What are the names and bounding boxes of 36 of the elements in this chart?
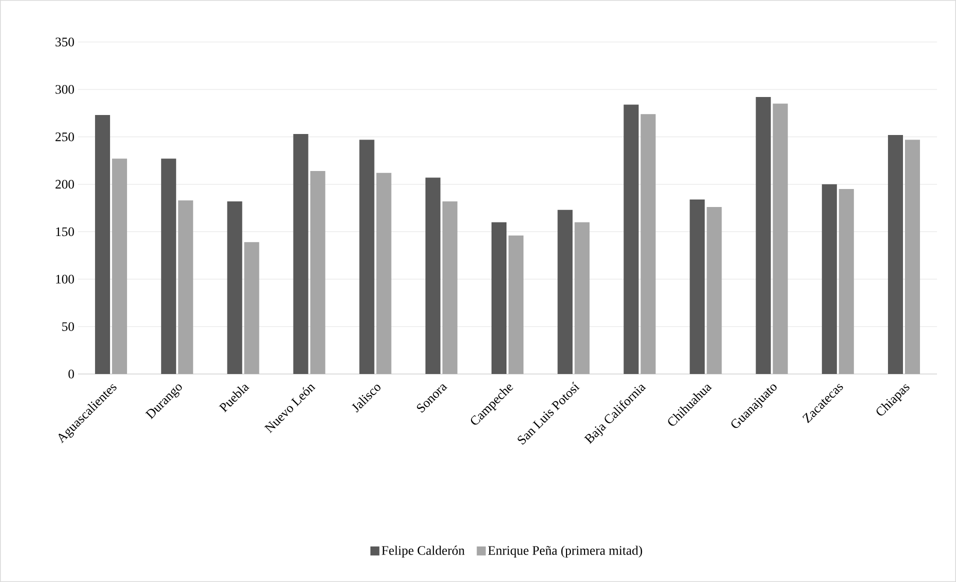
bar [310,171,326,374]
y-tick-label: 250 [56,132,74,142]
bar [690,199,705,374]
y-tick-label: 0 [68,370,74,378]
bar [558,210,573,374]
bar [442,201,458,374]
bar [624,104,639,374]
y-tick-label: 300 [56,85,74,94]
y-tick-label: 100 [56,274,74,284]
bar [888,134,903,374]
bar [227,201,242,374]
bar [425,178,440,374]
y-tick-label: 200 [56,180,74,189]
bar [822,184,837,374]
bar [706,207,722,374]
bar [178,200,194,374]
bar [772,104,788,374]
bar [95,115,110,374]
y-tick-label: 150 [56,227,74,236]
bar [574,222,590,374]
bar [838,189,854,374]
bar [904,140,920,374]
legend-label: Felipe Calderón [382,546,465,558]
bar [293,134,308,374]
bar [640,114,656,374]
bar [244,242,260,374]
bar [112,158,128,374]
bar [376,172,392,374]
bar [492,222,507,374]
y-tick-label: 350 [56,38,74,46]
y-tick-label: 50 [62,322,74,331]
legend-label: Enrique Peña (primera mitad) [488,546,642,558]
bar [161,158,176,374]
bar [508,236,524,374]
bar [756,97,771,374]
bar [359,140,374,374]
